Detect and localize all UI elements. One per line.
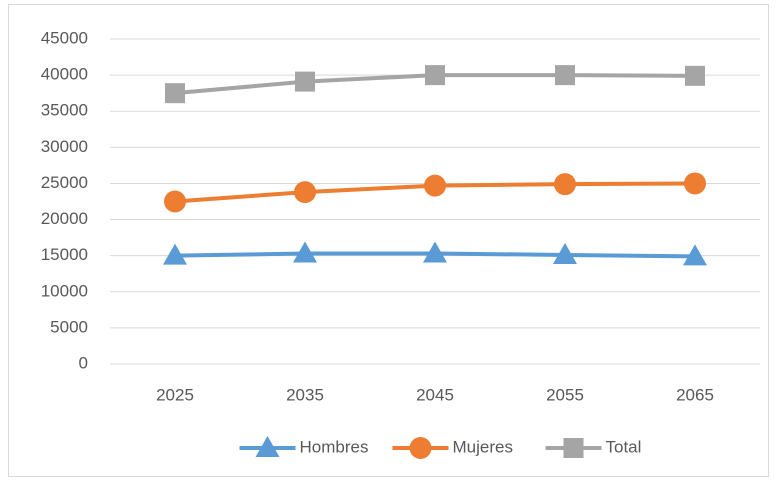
x-tick-label: 2055: [546, 385, 584, 404]
marker: [683, 244, 707, 266]
marker: [684, 172, 706, 195]
marker: [424, 174, 446, 197]
x-tick-label: 2065: [676, 385, 714, 404]
y-tick-label: 45000: [41, 28, 88, 47]
legend-label: Total: [606, 437, 642, 456]
chart-frame: [8, 4, 769, 477]
x-tick-label: 2035: [286, 385, 324, 404]
y-tick-label: 20000: [41, 209, 88, 228]
marker: [423, 241, 447, 263]
marker: [294, 181, 316, 204]
marker: [409, 437, 432, 459]
marker: [165, 83, 185, 104]
marker: [255, 436, 280, 457]
legend-item: Hombres: [239, 436, 369, 457]
y-tick-label: 10000: [41, 281, 88, 300]
y-tick-label: 5000: [50, 317, 88, 336]
y-tick-label: 40000: [41, 65, 88, 84]
legend-label: Hombres: [300, 437, 369, 456]
marker: [555, 65, 575, 86]
legend-item: Total: [545, 437, 642, 458]
y-tick-label: 25000: [41, 173, 88, 192]
x-tick-label: 2045: [416, 385, 454, 404]
marker: [295, 71, 315, 92]
marker: [293, 241, 317, 263]
y-tick-label: 30000: [41, 137, 88, 156]
x-tick-label: 2025: [156, 385, 194, 404]
y-tick-label: 15000: [41, 245, 88, 264]
marker: [554, 173, 576, 196]
y-tick-label: 35000: [41, 101, 88, 120]
marker: [553, 242, 577, 264]
marker: [163, 243, 187, 265]
marker: [685, 65, 705, 86]
marker: [425, 65, 445, 86]
marker: [164, 190, 186, 213]
legend-label: Mujeres: [453, 437, 513, 456]
marker: [563, 438, 584, 458]
legend-item: Mujeres: [392, 437, 513, 459]
y-tick-label: 0: [79, 353, 88, 372]
